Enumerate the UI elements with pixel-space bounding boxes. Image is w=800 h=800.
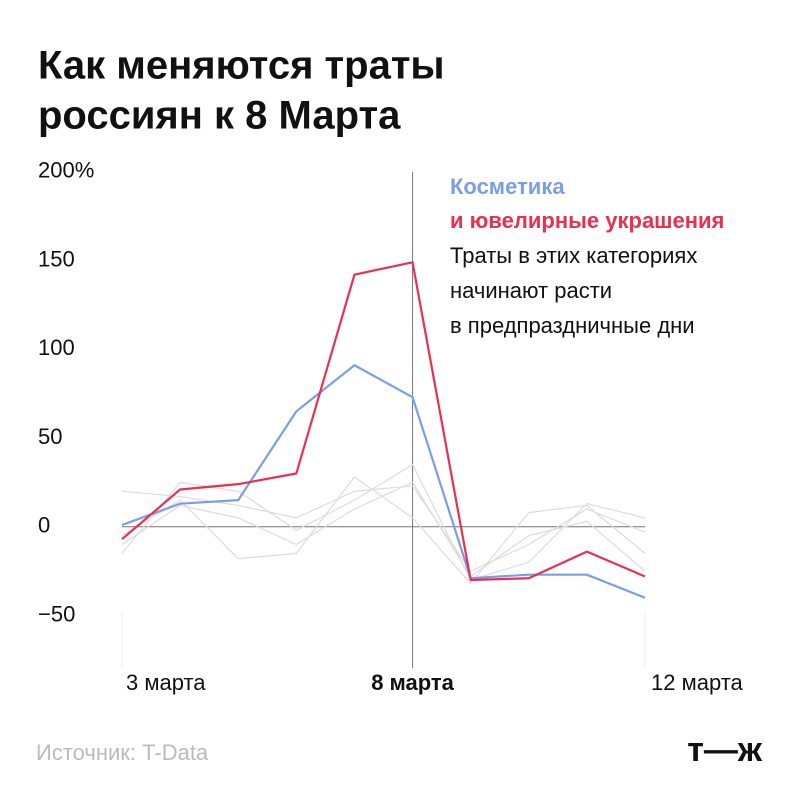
- y-tick-label: −50: [38, 601, 75, 626]
- annotation: начинают расти: [450, 278, 612, 303]
- legend-entry: и ювелирные украшения: [450, 208, 724, 233]
- y-tick-label: 100: [38, 335, 75, 360]
- y-tick-label: 200%: [38, 158, 94, 183]
- annotation: Траты в этих категориях: [450, 243, 697, 268]
- y-tick-label: 50: [38, 424, 62, 449]
- background-line: [121, 481, 646, 578]
- legend-entry: Косметика: [450, 174, 565, 199]
- chart-title: россиян к 8 Марта: [38, 94, 401, 138]
- chart-title: Как меняются траты: [38, 44, 445, 88]
- background-line: [121, 476, 646, 585]
- x-tick-label: 8 марта: [371, 670, 454, 695]
- logo: т—ж: [687, 731, 763, 769]
- y-tick-label: 150: [38, 246, 75, 271]
- x-tick-label: 12 марта: [651, 670, 744, 695]
- series-line: [121, 364, 646, 599]
- x-tick-label: 3 марта: [126, 670, 206, 695]
- annotation: в предпраздничные дни: [450, 313, 695, 338]
- series-line: [121, 261, 646, 582]
- y-tick-label: 0: [38, 513, 50, 538]
- source: Источник: T-Data: [36, 740, 209, 765]
